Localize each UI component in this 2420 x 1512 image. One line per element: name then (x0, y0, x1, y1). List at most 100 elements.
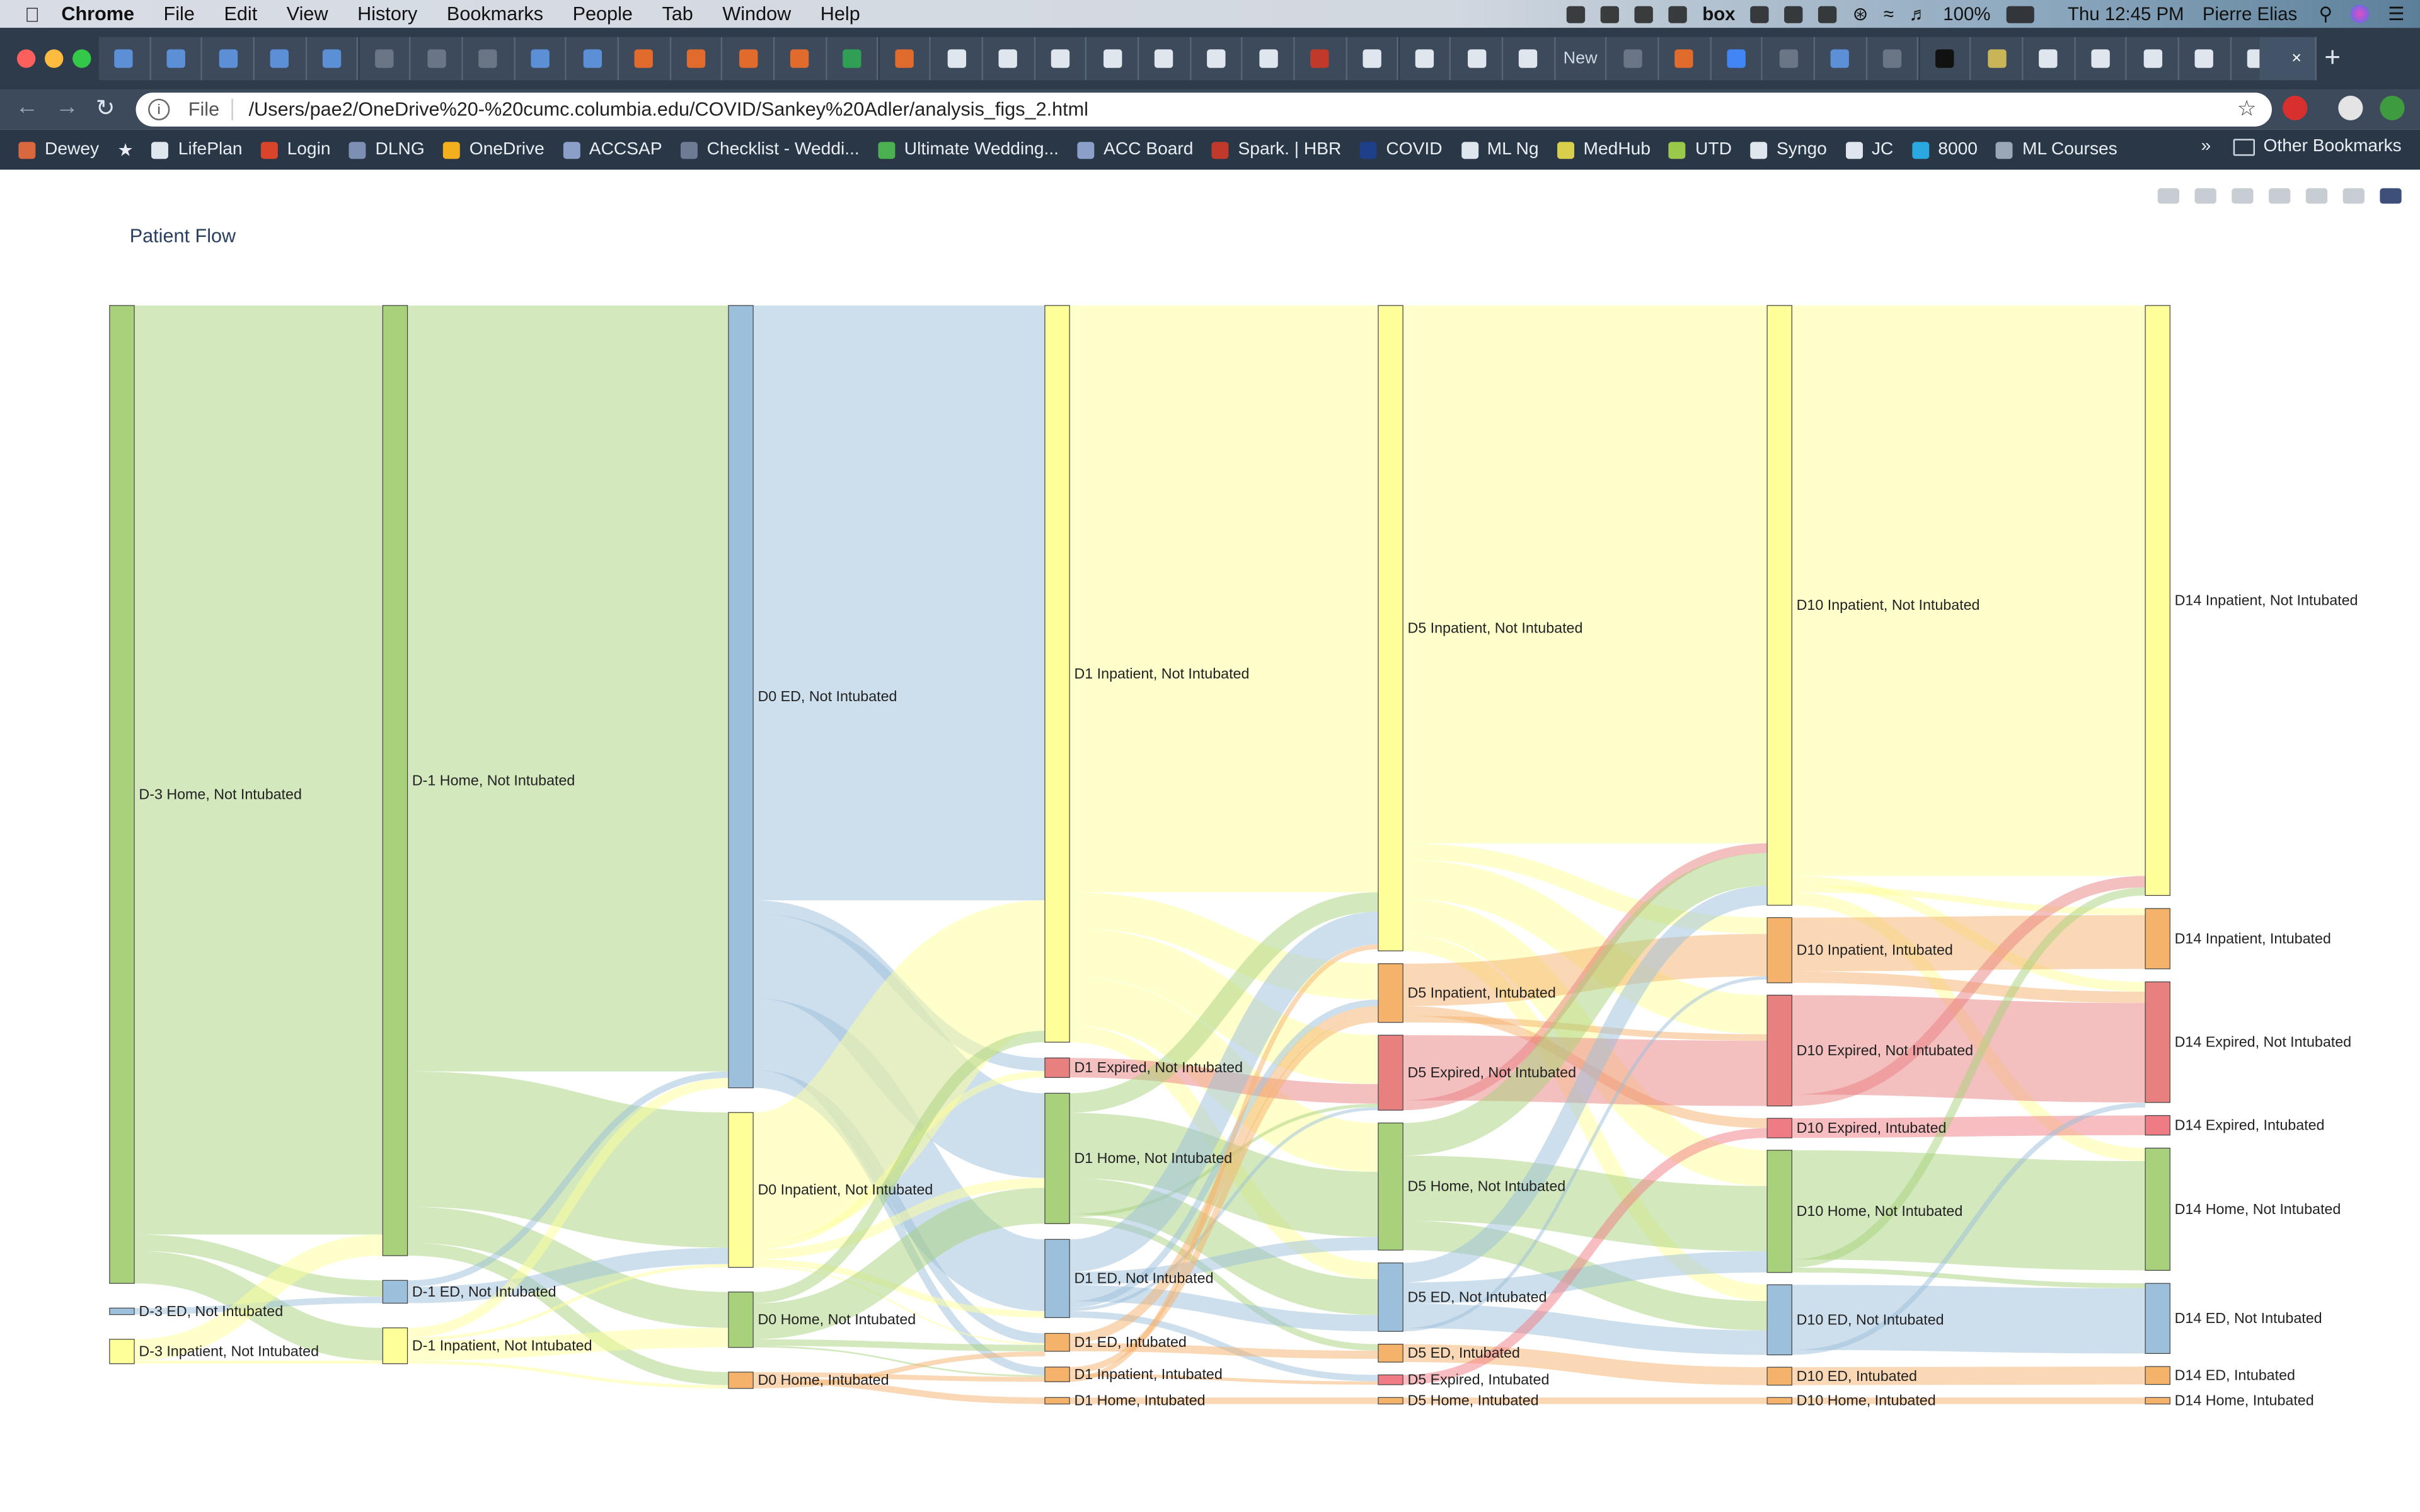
sankey-link-d10_inp_int-to-d14_inp_int[interactable] (1792, 915, 2146, 971)
bookmark-item[interactable]: ACCSAP (563, 140, 662, 159)
browser-tab[interactable] (2023, 37, 2075, 81)
sankey-node-d5_inp_int[interactable] (1378, 963, 1403, 1023)
sankey-node-d10_home_int[interactable] (1766, 1397, 1792, 1405)
sankey-link-d5_ed-to-d10_inp[interactable] (1403, 885, 1768, 1283)
wifi-icon[interactable]: ≈ (1883, 3, 1894, 25)
sankey-node-d10_ed[interactable] (1766, 1284, 1792, 1356)
sankey-link-d1_home-to-d5_ed[interactable] (1069, 1177, 1378, 1315)
sankey-node-d1_home_int[interactable] (1044, 1397, 1070, 1405)
bookmark-item[interactable]: Spark. | HBR (1211, 140, 1341, 159)
spike-lines-icon[interactable] (2305, 188, 2328, 204)
box-icon[interactable]: box (1702, 3, 1736, 25)
browser-tab[interactable] (1815, 37, 1867, 81)
sankey-link-dm1_home-to-d0_inp[interactable] (407, 1071, 729, 1248)
bookmark-item[interactable]: COVID (1359, 140, 1443, 159)
sankey-link-d1_home-to-d5_inp[interactable] (1069, 892, 1378, 1113)
sankey-link-d5_ed-to-d10_inp_int[interactable] (1403, 976, 1768, 1332)
sankey-link-d5_exp_int-to-d10_exp_int[interactable] (1403, 1128, 1768, 1385)
sankey-node-dm3_inp[interactable] (109, 1339, 135, 1365)
sankey-link-d10_home-to-d14_inp[interactable] (1792, 887, 2146, 1268)
bookmark-item[interactable]: Login (260, 140, 331, 159)
menu-bookmarks[interactable]: Bookmarks (432, 3, 543, 25)
browser-tab[interactable] (410, 37, 463, 81)
sankey-link-d0_home-to-d1_ed_int[interactable] (753, 1339, 1045, 1351)
bookmark-star-icon[interactable]: ☆ (2237, 95, 2257, 121)
sankey-link-dm1_ed-to-d0_ed[interactable] (407, 1071, 729, 1287)
browser-tab[interactable] (567, 37, 619, 81)
sankey-link-d0_inp-to-d1_ed_int[interactable] (753, 1266, 1045, 1345)
camera-icon[interactable] (2157, 188, 2179, 204)
bookmark-item[interactable]: DLNG (349, 140, 425, 159)
browser-tab[interactable] (1659, 37, 1712, 81)
sankey-link-d0_home-to-d1_inp_int[interactable] (753, 1346, 1045, 1377)
bookmark-item[interactable]: ML Courses (1996, 140, 2118, 159)
sankey-node-d14_home[interactable] (2145, 1147, 2170, 1271)
star-bookmark-icon[interactable]: ★ (117, 142, 134, 161)
browser-tab[interactable] (514, 37, 567, 81)
browser-tab[interactable] (1919, 37, 1971, 81)
sankey-node-d14_ed[interactable] (2145, 1283, 2170, 1354)
sankey-link-dm3_home-to-dm1_ed[interactable] (134, 1234, 383, 1297)
close-window-button[interactable] (16, 49, 36, 68)
sankey-node-d1_home[interactable] (1044, 1092, 1070, 1224)
browser-tab[interactable] (1086, 37, 1139, 81)
sankey-node-dm1_ed[interactable] (382, 1280, 408, 1304)
sankey-node-d10_inp_int[interactable] (1766, 917, 1792, 983)
sankey-node-d0_inp[interactable] (728, 1112, 754, 1268)
sankey-link-d1_ed_int-to-d5_ed_int[interactable] (1069, 1343, 1378, 1359)
sankey-node-d1_exp[interactable] (1044, 1057, 1070, 1078)
cloud-icon[interactable] (1668, 5, 1687, 23)
apple-menu-icon[interactable]:  (25, 3, 40, 26)
sankey-link-d10_ed-to-d14_ed[interactable] (1792, 1285, 2146, 1354)
sankey-node-d5_ed_int[interactable] (1378, 1343, 1403, 1363)
sankey-node-d14_ed_int[interactable] (2145, 1366, 2170, 1385)
menu-help[interactable]: Help (805, 3, 860, 25)
menu-window[interactable]: Window (707, 3, 791, 25)
sankey-node-d5_home_int[interactable] (1378, 1397, 1403, 1405)
sankey-link-d5_ed-to-d10_ed[interactable] (1403, 1303, 1768, 1355)
browser-tab[interactable] (1294, 37, 1347, 81)
browser-tab[interactable] (1711, 37, 1763, 81)
sankey-link-d1_inp-to-d5_inp_int[interactable] (1069, 892, 1378, 1000)
extension-red-icon[interactable] (2283, 95, 2308, 121)
browser-tab[interactable] (1503, 37, 1555, 81)
browser-tab[interactable] (775, 37, 827, 81)
menu-view[interactable]: View (271, 3, 328, 25)
sankey-link-d10_exp_int-to-d14_exp_int[interactable] (1792, 1115, 2146, 1138)
sankey-link-d10_ed-to-d14_exp[interactable] (1792, 1102, 2146, 1355)
browser-tab[interactable] (1243, 37, 1295, 81)
browser-tab[interactable] (1190, 37, 1243, 81)
spotlight-icon[interactable]: ⚲ (2319, 3, 2333, 25)
browser-tab[interactable] (1867, 37, 1920, 81)
sankey-link-d0_inp-to-d1_inp[interactable] (750, 900, 1048, 1243)
sankey-node-d0_ed[interactable] (728, 305, 754, 1089)
sankey-link-d1_ed-to-d5_home[interactable] (1069, 1237, 1378, 1285)
browser-tab[interactable] (982, 37, 1035, 81)
tab-active[interactable]: × (2259, 37, 2317, 81)
sankey-link-d1_inp_int-to-d5_inp[interactable] (1069, 944, 1378, 1382)
browser-tab[interactable] (723, 37, 775, 81)
browser-tab[interactable] (2127, 37, 2179, 81)
status-grid-icon[interactable] (1751, 5, 1770, 23)
browser-tab[interactable] (98, 37, 151, 81)
sankey-link-d5_home-to-d10_inp[interactable] (1402, 853, 1768, 1156)
sankey-link-d0_home-to-d1_home[interactable] (752, 1188, 1046, 1339)
battery-percent[interactable]: 100% (1943, 3, 1991, 25)
sankey-link-dm3_inp-to-dm1_home[interactable] (134, 1234, 383, 1361)
sankey-node-d5_inp[interactable] (1378, 305, 1403, 951)
browser-tab[interactable] (1763, 37, 1816, 81)
volume-icon[interactable]: ♬ (1909, 3, 1928, 25)
browser-tab[interactable] (619, 37, 671, 81)
browser-tab[interactable] (255, 37, 307, 81)
sankey-link-d1_ed-to-d5_inp_int[interactable] (1069, 999, 1378, 1308)
sankey-node-d14_inp_int[interactable] (2145, 908, 2170, 970)
browser-tab[interactable] (1139, 37, 1191, 81)
menu-edit[interactable]: Edit (209, 3, 257, 25)
reload-button[interactable]: ↻ (95, 95, 115, 122)
box-select-icon[interactable] (2194, 188, 2216, 204)
sankey-node-d5_exp[interactable] (1378, 1034, 1403, 1111)
sankey-node-dm3_home[interactable] (109, 305, 135, 1284)
sankey-node-d14_inp[interactable] (2145, 305, 2170, 896)
site-info-icon[interactable]: i (148, 98, 170, 121)
time-machine-icon[interactable] (1818, 5, 1838, 23)
